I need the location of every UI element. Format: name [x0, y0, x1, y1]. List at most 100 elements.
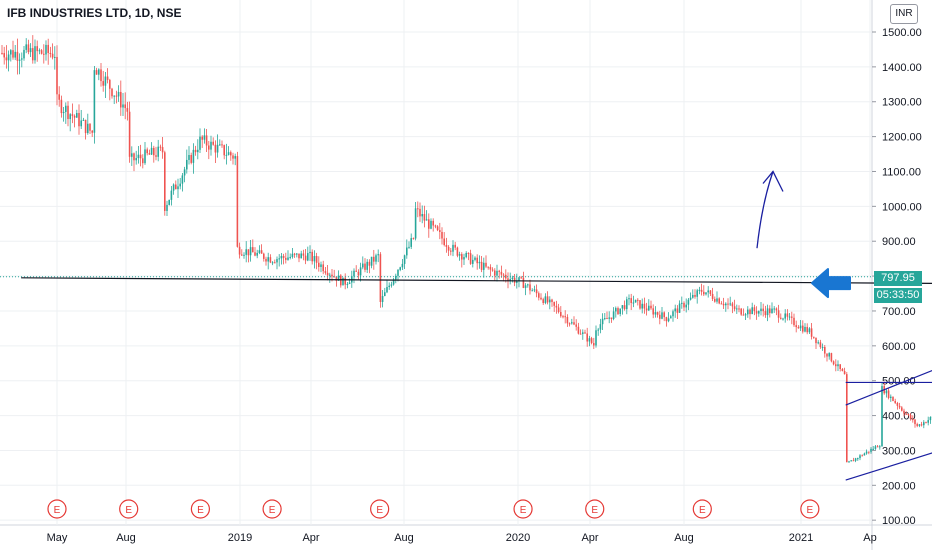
earnings-marker-circle	[119, 499, 139, 519]
candle-body	[916, 424, 918, 426]
candle-body	[406, 247, 408, 256]
candle-body	[78, 113, 80, 127]
candle-body	[93, 70, 96, 133]
candle-body	[560, 312, 562, 317]
candle-body	[102, 81, 104, 86]
earnings-marker-label: E	[807, 505, 814, 516]
candle-body	[472, 259, 474, 264]
candle-body	[524, 285, 527, 288]
earnings-marker-circle	[585, 499, 605, 519]
candle-body	[375, 255, 377, 262]
y-tick-label: 1300.00	[882, 97, 922, 109]
candle-body	[445, 244, 448, 247]
candle-body	[529, 284, 531, 291]
candle-body	[742, 314, 745, 316]
candle-body	[885, 390, 888, 394]
candle-body	[678, 303, 681, 313]
candle-body	[104, 76, 107, 86]
candle-body	[40, 50, 43, 54]
candle-body	[667, 318, 670, 322]
candle-body	[454, 244, 456, 248]
candle-body	[227, 152, 230, 155]
candle-body	[777, 310, 780, 318]
candle-body	[628, 298, 630, 300]
candle-body	[95, 70, 98, 75]
candle-body	[456, 247, 459, 256]
candle-body	[434, 225, 437, 227]
candle-body	[870, 448, 872, 452]
candle-body	[32, 48, 34, 61]
candle-body	[681, 302, 683, 304]
y-tick-label: 1000.00	[882, 201, 922, 213]
candle-body	[357, 271, 360, 276]
candle-body	[236, 156, 239, 247]
candle-body	[929, 417, 932, 421]
y-tick-label: 500.00	[882, 376, 916, 388]
candle-body	[656, 312, 659, 315]
candle-body	[593, 343, 595, 346]
candle-body	[582, 332, 584, 334]
candle-body	[540, 297, 542, 300]
candle-body	[612, 311, 615, 320]
candle-body	[388, 285, 390, 288]
drawings	[0, 170, 932, 481]
x-tick-label: Aug	[674, 532, 694, 544]
candle-body	[584, 332, 586, 334]
candle-body	[846, 374, 848, 463]
candle-body	[498, 270, 500, 272]
earnings-marker-icon: E	[585, 499, 605, 519]
candle-body	[267, 257, 269, 262]
candle-body	[806, 326, 808, 333]
candle-body	[300, 253, 302, 259]
candle-body	[857, 458, 859, 460]
candle-body	[696, 290, 698, 297]
candle-body	[34, 46, 36, 61]
candle-body	[135, 158, 137, 161]
candle-body	[709, 290, 712, 294]
candle-body	[56, 56, 58, 95]
candle-body	[122, 104, 124, 108]
candle-body	[830, 353, 833, 362]
candle-body	[320, 264, 322, 267]
price-axis: 1500.00 1400.00 1300.00 1200.00 1100.00 1000.…	[0, 27, 922, 527]
candle-body	[608, 317, 610, 319]
candle-body	[507, 278, 509, 282]
earnings-marker-circle	[692, 499, 712, 519]
candle-body	[720, 303, 723, 305]
candle-body	[309, 251, 311, 254]
candle-body	[648, 305, 650, 311]
candle-body	[120, 91, 122, 108]
currency-button[interactable]: INR	[890, 4, 918, 24]
earnings-marker-circle	[370, 499, 390, 519]
candle-body	[311, 251, 313, 262]
candle-body	[249, 247, 252, 256]
candle-body	[155, 155, 157, 157]
candle-body	[505, 274, 507, 279]
earnings-marker-circle	[47, 499, 67, 519]
candle-body	[617, 308, 619, 314]
x-tick-label: 2019	[228, 532, 252, 544]
candle-body	[881, 386, 883, 447]
candle-body	[568, 323, 571, 325]
candle-body	[474, 257, 476, 260]
candle-body	[25, 44, 27, 50]
candle-body	[661, 312, 663, 319]
candle-body	[461, 254, 463, 260]
earnings-marker-icon: E	[47, 499, 67, 519]
candle-body	[918, 424, 921, 426]
candle-body	[676, 308, 679, 313]
candle-body	[199, 136, 201, 150]
candle-body	[353, 270, 355, 277]
candle-body	[824, 346, 826, 354]
candle-body	[106, 76, 109, 80]
candle-body	[586, 333, 588, 342]
candle-body	[172, 184, 175, 191]
candle-body	[296, 253, 298, 255]
candle-body	[689, 297, 692, 300]
candle-body	[5, 57, 8, 61]
candle-body	[315, 255, 318, 263]
candle-body	[769, 308, 771, 314]
candle-body	[898, 405, 901, 408]
